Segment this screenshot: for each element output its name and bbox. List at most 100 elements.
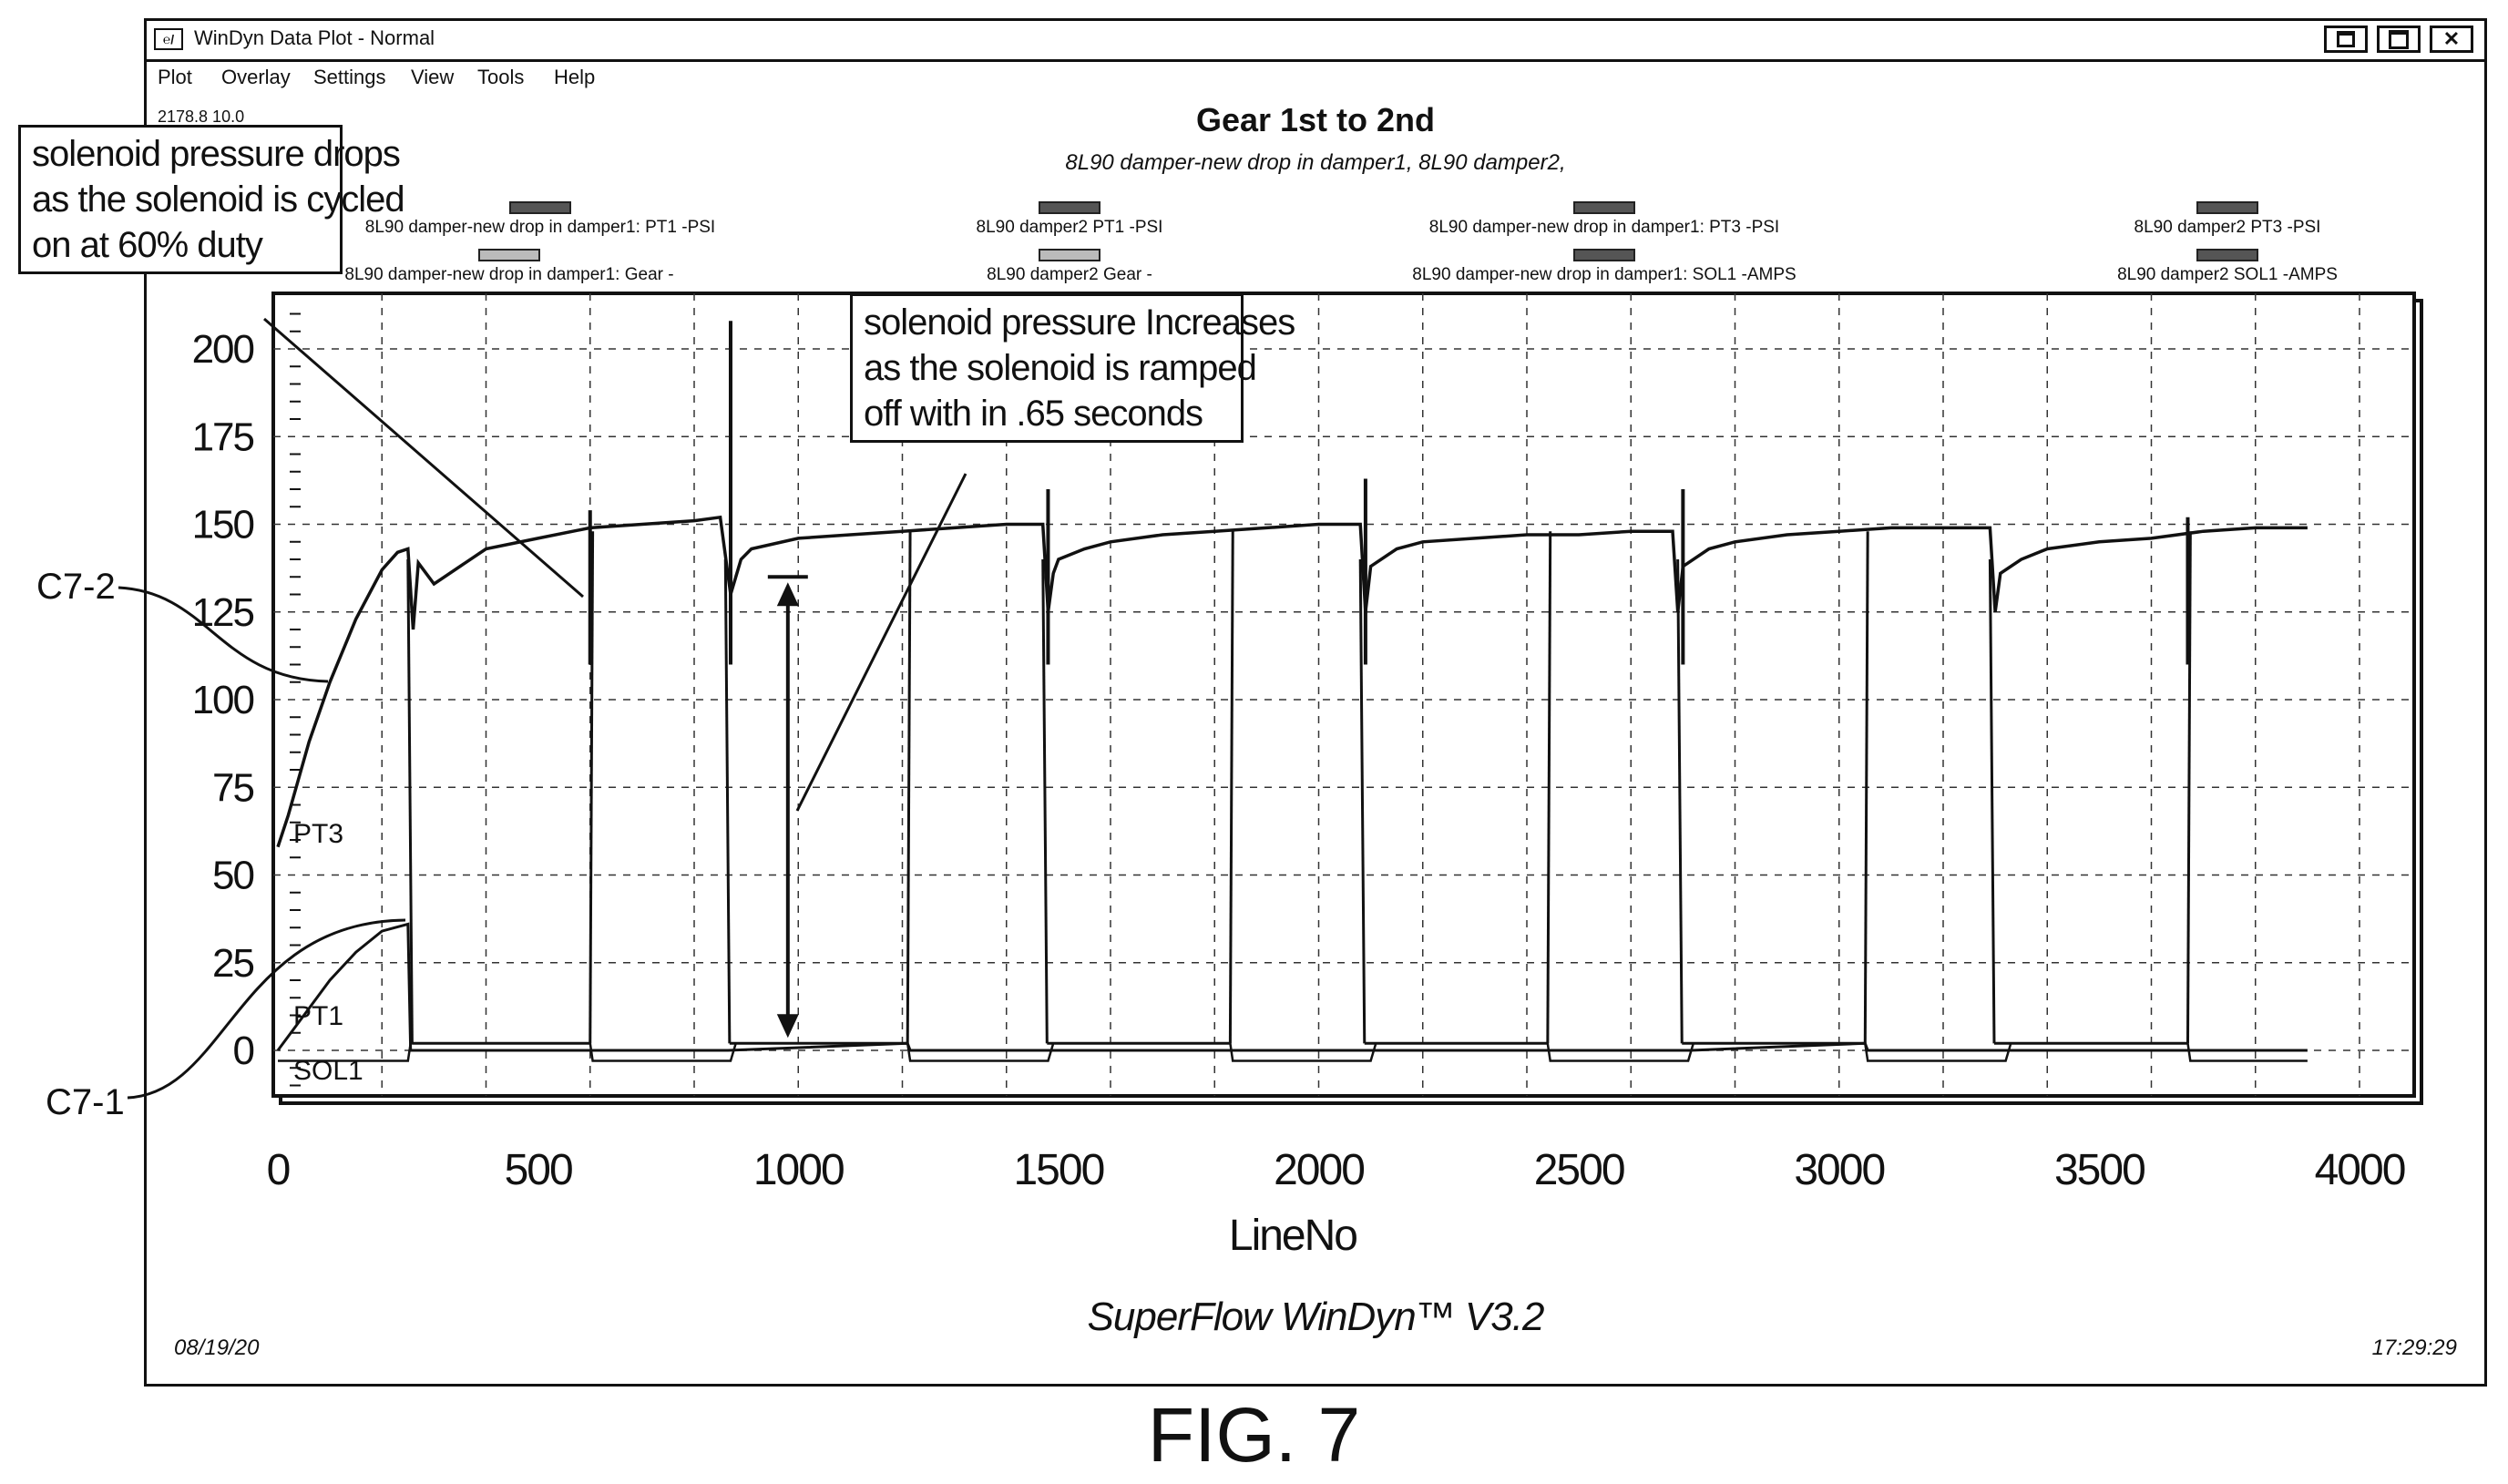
legend-label: 8L90 damper2 PT1 -PSI [976,218,1163,237]
c7-1-label: C7-1 [46,1082,125,1122]
trace-label: PT1 [293,1001,343,1031]
y-tick-label: 175 [192,414,254,459]
restore-icon [2389,29,2409,49]
pressure-rise-edge [1863,531,1869,1044]
pressure-drop-edge [1041,558,1049,1044]
annotation-line: solenoid pressure Increases [864,302,1295,343]
increase-annotation: solenoid pressure Increases as the solen… [850,293,1295,443]
legend-label: 8L90 damper-new drop in damper1: SOL1 -A… [1412,265,1797,284]
drop-annotation: solenoid pressure drops as the solenoid … [18,125,405,274]
legend-label: 8L90 damper2 PT3 -PSI [2134,218,2321,237]
y-tick-label: 150 [192,503,254,548]
legend-swatch [509,201,571,214]
y-tick-label: 100 [192,678,254,722]
close-icon: ✕ [2442,27,2461,50]
x-tick-label: 1500 [1013,1146,1103,1194]
menu-tools[interactable]: Tools [477,66,525,88]
menu-bar: Plot Overlay Settings View Tools Help [147,62,2484,91]
annotation-line: on at 60% duty [32,225,263,265]
legend-label: 8L90 damper2 Gear - [987,265,1152,284]
legend-label: 8L90 damper-new drop in damper1: Gear - [344,265,674,284]
figure-label: FIG. 7 [1147,1392,1361,1478]
x-axis-label: LineNo [1229,1212,1356,1260]
y-tick-label: 50 [212,854,253,898]
x-tick-label: 0 [267,1146,290,1194]
legend-swatch [1573,249,1635,261]
pt1-trace [276,922,2308,1052]
menu-overlay[interactable]: Overlay [221,66,291,88]
title-bar[interactable]: ℮/ WinDyn Data Plot - Normal ✕ [147,21,2484,62]
annotation-line: as the solenoid is cycled [32,179,405,220]
menu-plot[interactable]: Plot [158,66,192,88]
close-button[interactable]: ✕ [2430,26,2473,53]
menu-settings[interactable]: Settings [313,66,386,88]
y-tick-label: 75 [212,765,253,810]
x-tick-label: 4000 [2315,1146,2405,1194]
plot-frame [271,292,2416,1098]
plot-time: 17:29:29 [2371,1336,2457,1360]
legend-label: 8L90 damper2 SOL1 -AMPS [2117,265,2338,284]
minimize-button[interactable] [2324,26,2368,53]
legend-swatch [2196,201,2258,214]
legend-swatch [1573,201,1635,214]
plot-title: Gear 1st to 2nd [1195,101,1436,138]
menu-help[interactable]: Help [554,66,596,88]
legend-entry[interactable]: 8L90 damper2 SOL1 -AMPS [1991,249,2464,285]
increase-leader-line [795,473,967,812]
restore-button[interactable] [2377,26,2421,53]
x-tick-label: 3500 [2054,1146,2145,1194]
x-tick-label: 3000 [1794,1146,1884,1194]
legend-entry[interactable]: 8L90 damper-new drop in damper1: SOL1 -A… [1367,249,1841,285]
legend-entry[interactable]: 8L90 damper-new drop in damper1: PT3 -PS… [1367,201,1841,238]
y-tick-label: 25 [212,941,253,986]
pressure-rise-edge [2186,531,2192,1044]
window-title: WinDyn Data Plot - Normal [194,26,435,49]
legend-swatch [2196,249,2258,261]
pt3-trace [276,515,2308,848]
legend-entry[interactable]: 8L90 damper-new drop in damper1: Gear - [272,249,746,285]
minimize-icon [2337,31,2355,47]
legend-swatch [1039,249,1100,261]
pressure-drop-edge [1988,558,1996,1044]
c7-1-leader [127,918,406,1100]
menu-view[interactable]: View [411,66,455,88]
y-tick-label: 0 [233,1029,254,1073]
x-tick-label: 1000 [753,1146,844,1194]
plot-date: 08/19/20 [174,1336,260,1360]
legend-swatch [478,249,540,261]
pressure-drop-edge [723,558,732,1044]
annotation-line: as the solenoid is ramped [864,348,1257,388]
legend-swatch [1039,201,1100,214]
y-tick-label: 200 [192,327,254,372]
app-icon: ℮/ [154,28,183,50]
measure-arrow-head-up [776,582,799,607]
pressure-drop-edge [1358,558,1367,1044]
annotation-line: solenoid pressure drops [32,134,401,174]
c7-2-label: C7-2 [36,567,116,607]
legend-label: 8L90 damper-new drop in damper1: PT3 -PS… [1428,218,1780,237]
legend-entry[interactable]: 8L90 damper2 PT1 -PSI [833,201,1306,238]
y-tick-label: 125 [192,590,254,635]
legend-label: 8L90 damper-new drop in damper1: PT1 -PS… [364,218,716,237]
drop-leader-line [263,317,584,599]
x-tick-label: 500 [505,1146,572,1194]
measure-arrow-head-down [776,1014,799,1039]
product-version: SuperFlow WinDyn™ V3.2 [1087,1295,1545,1339]
x-tick-label: 2500 [1534,1146,1624,1194]
pressure-rise-edge [589,531,595,1044]
legend-entry[interactable]: 8L90 damper2 Gear - [833,249,1306,285]
legend-entry[interactable]: 8L90 damper2 PT3 -PSI [1991,201,2464,238]
trace-label: PT3 [293,819,343,849]
trace-label: SOL1 [293,1056,363,1086]
legend-entry[interactable]: 8L90 damper-new drop in damper1: PT1 -PS… [303,201,777,238]
annotation-line: off with in .65 seconds [864,394,1203,434]
sol1-trace [278,1042,2308,1062]
pressure-rise-edge [906,531,912,1044]
x-tick-label: 2000 [1274,1146,1364,1194]
pressure-drop-edge [406,558,414,1044]
pressure-drop-edge [1676,558,1684,1044]
plot-subtitle: 8L90 damper-new drop in damper1, 8L90 da… [1065,150,1566,175]
coordinate-readout: 2178.8 10.0 [158,107,245,126]
c7-2-leader [118,586,329,683]
